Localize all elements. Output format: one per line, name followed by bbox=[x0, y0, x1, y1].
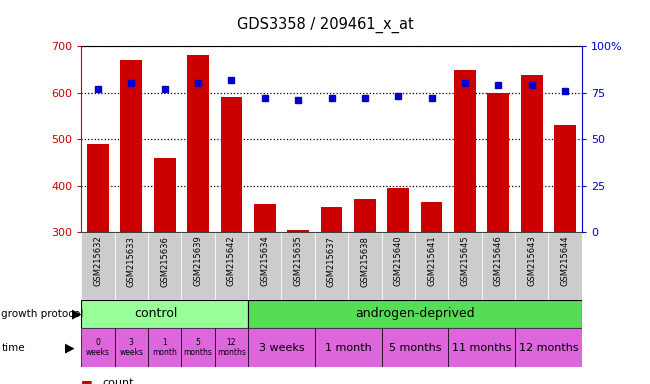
Text: androgen-deprived: androgen-deprived bbox=[355, 308, 474, 320]
Text: 3
weeks: 3 weeks bbox=[120, 338, 143, 357]
Text: GSM215634: GSM215634 bbox=[260, 236, 269, 286]
Text: ▶: ▶ bbox=[72, 308, 81, 320]
Bar bbox=[454, 70, 476, 232]
Bar bbox=[554, 125, 576, 232]
Text: 11 months: 11 months bbox=[452, 343, 512, 353]
Text: GSM215645: GSM215645 bbox=[460, 236, 469, 286]
Text: ▶: ▶ bbox=[65, 341, 75, 354]
Bar bbox=[248, 328, 315, 367]
Bar bbox=[254, 204, 276, 232]
Bar bbox=[549, 232, 582, 300]
Bar bbox=[181, 328, 214, 367]
Bar bbox=[348, 232, 382, 300]
Text: 12
months: 12 months bbox=[217, 338, 246, 357]
Bar bbox=[287, 230, 309, 232]
Bar bbox=[521, 75, 543, 232]
Text: 0
weeks: 0 weeks bbox=[86, 338, 110, 357]
Bar bbox=[382, 328, 448, 367]
Text: growth protocol: growth protocol bbox=[1, 309, 84, 319]
Bar bbox=[81, 328, 114, 367]
Bar bbox=[120, 60, 142, 232]
Text: GSM215639: GSM215639 bbox=[194, 236, 203, 286]
Bar bbox=[114, 328, 148, 367]
Text: control: control bbox=[135, 308, 178, 320]
Text: 5 months: 5 months bbox=[389, 343, 441, 353]
Bar bbox=[114, 232, 148, 300]
Bar bbox=[415, 232, 448, 300]
Bar bbox=[214, 232, 248, 300]
Bar bbox=[81, 232, 114, 300]
Bar bbox=[448, 232, 482, 300]
Bar bbox=[148, 232, 181, 300]
Text: GSM215642: GSM215642 bbox=[227, 236, 236, 286]
Text: time: time bbox=[1, 343, 25, 353]
Bar bbox=[387, 188, 409, 232]
Text: GSM215643: GSM215643 bbox=[527, 236, 536, 286]
Text: GSM215637: GSM215637 bbox=[327, 236, 336, 286]
Bar bbox=[214, 328, 248, 367]
Bar bbox=[154, 158, 176, 232]
Text: GSM215635: GSM215635 bbox=[294, 236, 303, 286]
Bar bbox=[382, 232, 415, 300]
Bar bbox=[87, 144, 109, 232]
Bar bbox=[421, 202, 443, 232]
Text: 1
month: 1 month bbox=[152, 338, 177, 357]
Text: GSM215641: GSM215641 bbox=[427, 236, 436, 286]
Text: GSM215633: GSM215633 bbox=[127, 236, 136, 286]
Bar bbox=[515, 328, 582, 367]
Bar bbox=[515, 232, 549, 300]
Bar bbox=[315, 328, 382, 367]
Bar bbox=[81, 300, 248, 328]
Bar bbox=[220, 97, 242, 232]
Text: GSM215644: GSM215644 bbox=[560, 236, 569, 286]
Text: GSM215640: GSM215640 bbox=[394, 236, 403, 286]
Text: GSM215638: GSM215638 bbox=[360, 236, 369, 286]
Text: GDS3358 / 209461_x_at: GDS3358 / 209461_x_at bbox=[237, 17, 413, 33]
Bar bbox=[181, 232, 214, 300]
Text: 5
months: 5 months bbox=[183, 338, 213, 357]
Text: 12 months: 12 months bbox=[519, 343, 578, 353]
Bar bbox=[320, 207, 343, 232]
Bar bbox=[248, 300, 582, 328]
Text: ■: ■ bbox=[81, 378, 93, 384]
Bar bbox=[448, 328, 515, 367]
Text: GSM215632: GSM215632 bbox=[94, 236, 103, 286]
Text: 3 weeks: 3 weeks bbox=[259, 343, 304, 353]
Bar bbox=[315, 232, 348, 300]
Bar bbox=[488, 93, 509, 232]
Bar bbox=[248, 232, 281, 300]
Bar bbox=[281, 232, 315, 300]
Text: count: count bbox=[102, 378, 133, 384]
Bar bbox=[354, 199, 376, 232]
Text: GSM215646: GSM215646 bbox=[494, 236, 503, 286]
Bar bbox=[482, 232, 515, 300]
Bar bbox=[187, 55, 209, 232]
Text: 1 month: 1 month bbox=[325, 343, 372, 353]
Bar bbox=[148, 328, 181, 367]
Text: GSM215636: GSM215636 bbox=[160, 236, 169, 286]
